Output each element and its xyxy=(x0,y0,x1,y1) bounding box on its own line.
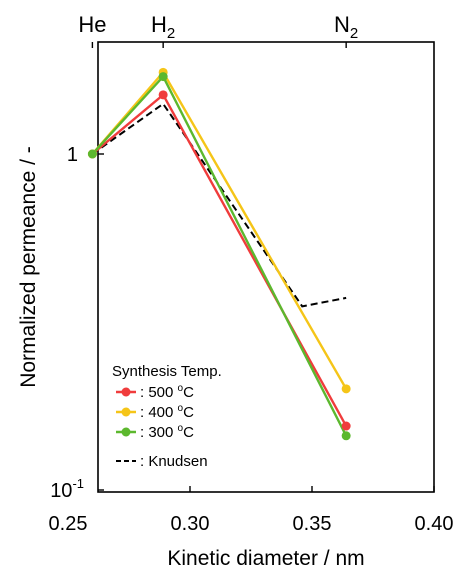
x-tick-label: 0.35 xyxy=(293,513,332,535)
legend-entry: : 300 oC xyxy=(140,423,194,441)
legend-entry: : 500 oC xyxy=(140,383,194,401)
legend-entry: : 400 oC xyxy=(140,403,194,421)
top-gas-label: He xyxy=(78,12,106,37)
top-gas-labels: He H2 N2 xyxy=(78,12,358,48)
plot-frame xyxy=(97,41,435,493)
top-gas-label: N2 xyxy=(334,12,358,42)
legend-marker xyxy=(121,407,131,417)
legend-marker xyxy=(121,387,131,397)
data-point xyxy=(87,149,97,159)
y-tick-label: 1 xyxy=(67,144,78,166)
data-point xyxy=(341,421,351,431)
x-axis-label: Kinetic diameter / nm xyxy=(167,547,364,570)
data-point xyxy=(158,72,168,82)
legend-entry: : Knudsen xyxy=(140,453,208,470)
legend: Synthesis Temp. : 500 oC : 400 oC : 300 oC:… xyxy=(112,363,222,470)
y-axis-ticks: 10-1 1 xyxy=(50,144,104,502)
x-axis-ticks: 0.25 0.30 0.35 0.40 xyxy=(49,486,454,535)
series-line xyxy=(91,102,347,308)
series-line xyxy=(91,70,348,390)
data-point xyxy=(341,384,351,394)
x-tick-label: 0.30 xyxy=(171,513,210,535)
top-gas-label: H2 xyxy=(151,12,175,42)
legend-marker xyxy=(121,427,131,437)
data-series xyxy=(87,67,351,441)
x-tick-label: 0.40 xyxy=(415,513,454,535)
y-tick-label: 10-1 xyxy=(50,476,84,502)
y-axis-label: Normalized permeance / - xyxy=(17,146,40,388)
data-point xyxy=(341,431,351,441)
legend-title: Synthesis Temp. xyxy=(112,363,222,380)
series-line xyxy=(91,74,348,437)
data-point xyxy=(158,90,168,100)
x-tick-label: 0.25 xyxy=(49,513,88,535)
